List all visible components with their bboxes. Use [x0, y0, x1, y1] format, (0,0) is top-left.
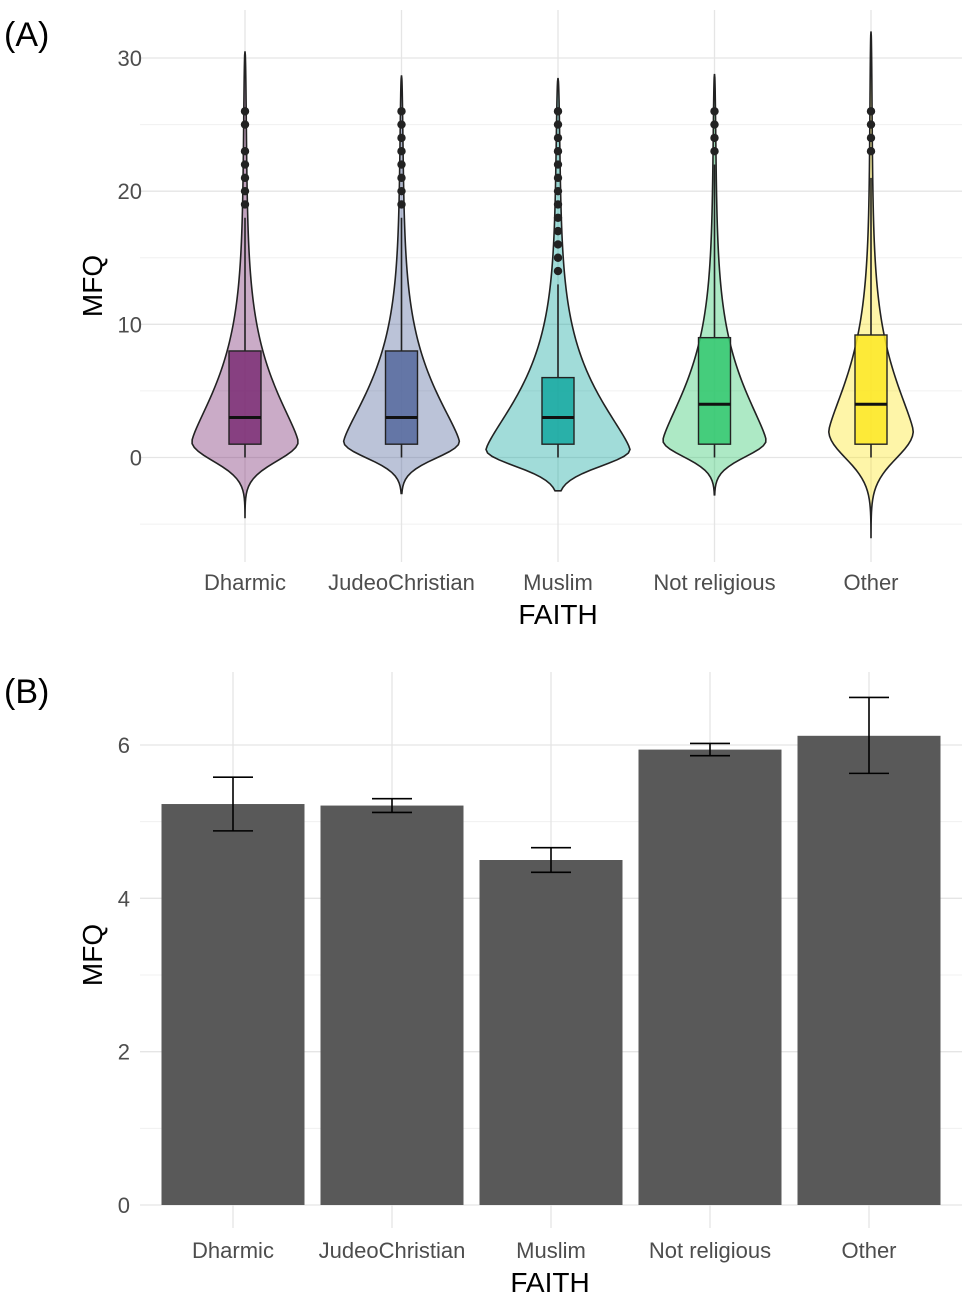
bar-dharmic: [161, 804, 305, 1205]
panel-a-y-tick-label: 10: [118, 312, 142, 337]
panel-b-label: (B): [4, 673, 49, 711]
outlier-point-muslim: [553, 147, 563, 156]
bar-not-religious: [638, 749, 782, 1205]
outlier-point-other: [866, 107, 876, 116]
outlier-point-muslim: [553, 240, 563, 249]
outlier-point-dharmic: [240, 186, 250, 196]
outlier-point-muslim: [553, 120, 563, 129]
panel-a-y-axis-title: MFQ: [77, 255, 108, 317]
panel-a-x-tick-label: Other: [843, 570, 898, 595]
panel-b-y-axis-title: MFQ: [77, 924, 108, 986]
error-bar-judeochristian: [372, 797, 412, 814]
outlier-point-other: [866, 147, 876, 156]
panel-a-x-axis-title: FAITH: [518, 599, 597, 630]
panel-b-y-tick-label: 2: [118, 1040, 130, 1065]
outlier-point-judeochristian: [397, 147, 406, 156]
outlier-point-judeochristian: [397, 133, 406, 143]
panel-a-x-tick-label: JudeoChristian: [328, 570, 475, 595]
panel-b-x-ticks: Dharmic JudeoChristian Muslim Not religious…: [192, 1238, 896, 1263]
outlier-point-not-religious: [710, 133, 719, 143]
outlier-point-dharmic: [240, 120, 250, 129]
panel-b-y-tick-label: 6: [118, 733, 130, 758]
panel-b-marks: [161, 696, 941, 1205]
panel-a-violin-chart: (A) 0 10 20 30 Dharmic JudeoChristian Muslim N…: [4, 10, 962, 630]
panel-b-x-tick-label: Dharmic: [192, 1238, 274, 1263]
outlier-point-judeochristian: [397, 107, 406, 116]
outlier-point-muslim: [553, 266, 563, 276]
panel-b-x-tick-label: Not religious: [649, 1238, 771, 1263]
outlier-point-other: [866, 120, 876, 129]
outlier-point-judeochristian: [397, 120, 406, 129]
error-bar-other: [849, 696, 889, 775]
panel-a-x-tick-label: Not religious: [653, 570, 775, 595]
panel-b-y-ticks: 0 2 4 6: [118, 733, 130, 1218]
outlier-point-muslim: [553, 133, 563, 143]
panel-b-y-tick-label: 4: [118, 886, 130, 911]
error-bar-dharmic: [213, 776, 253, 832]
outlier-point-judeochristian: [397, 173, 406, 183]
outlier-point-not-religious: [710, 107, 719, 116]
panel-a-label: (A): [4, 16, 49, 54]
outlier-point-other: [866, 133, 876, 143]
outlier-point-dharmic: [240, 147, 250, 156]
outlier-point-muslim: [553, 186, 563, 196]
panel-a-x-ticks: Dharmic JudeoChristian Muslim Not religious…: [204, 570, 898, 595]
outlier-point-not-religious: [710, 120, 719, 129]
panel-b-x-axis-title: FAITH: [510, 1267, 589, 1298]
bar-muslim: [479, 860, 623, 1205]
bar-judeochristian: [320, 805, 464, 1205]
outlier-point-muslim: [553, 173, 563, 183]
panel-b-x-tick-label: Muslim: [516, 1238, 586, 1263]
box-other: [854, 334, 888, 445]
panel-a-x-tick-label: Dharmic: [204, 570, 286, 595]
outlier-point-dharmic: [240, 200, 250, 209]
error-bar-muslim: [531, 846, 571, 874]
outlier-point-muslim: [553, 226, 563, 236]
outlier-point-dharmic: [240, 173, 250, 183]
panel-a-y-tick-label: 30: [118, 46, 142, 71]
box-not-religious: [697, 336, 732, 445]
panel-b-y-tick-label: 0: [118, 1193, 130, 1218]
box-judeochristian: [384, 350, 419, 445]
panel-b-bar-chart: (B) 0 2 4 6 Dharmic JudeoChristian Muslim Not …: [4, 672, 962, 1298]
outlier-point-not-religious: [710, 147, 719, 156]
outlier-point-dharmic: [240, 160, 250, 169]
outlier-point-muslim: [553, 253, 563, 262]
panel-a-y-tick-label: 20: [118, 179, 142, 204]
outlier-point-judeochristian: [397, 200, 406, 209]
panel-a-x-tick-label: Muslim: [523, 570, 593, 595]
error-bar-not-religious: [690, 742, 730, 757]
outlier-point-dharmic: [240, 107, 250, 116]
panel-a-y-tick-label: 0: [130, 446, 142, 471]
outlier-point-muslim: [553, 160, 563, 169]
box-muslim: [541, 376, 575, 445]
panel-a-marks: [191, 31, 915, 539]
panel-b-x-tick-label: Other: [841, 1238, 896, 1263]
outlier-point-muslim: [553, 200, 563, 209]
bar-other: [797, 735, 941, 1205]
panel-b-x-tick-label: JudeoChristian: [319, 1238, 466, 1263]
box-dharmic: [228, 350, 262, 445]
outlier-point-judeochristian: [397, 160, 406, 169]
outlier-point-muslim: [553, 107, 563, 116]
panel-a-y-ticks: 0 10 20 30: [118, 46, 142, 471]
outlier-point-judeochristian: [397, 186, 406, 196]
outlier-point-muslim: [553, 213, 563, 222]
